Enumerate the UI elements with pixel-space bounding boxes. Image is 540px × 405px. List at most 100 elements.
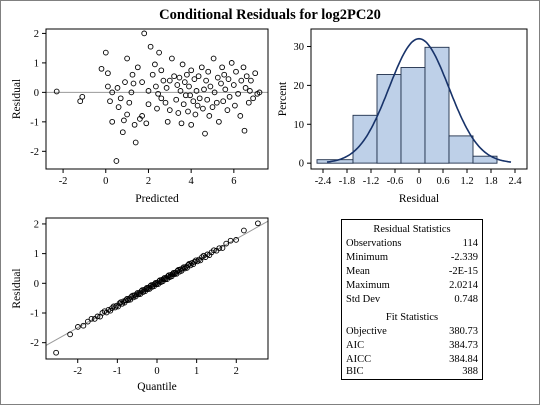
residual-point [221,71,228,78]
histogram-bar [424,46,450,164]
residual-point [237,113,244,119]
residual-point [155,90,161,97]
residual-point [139,113,145,119]
stat-row-objective: Objective 380.73 [346,326,478,338]
residual-point [187,92,193,99]
stat-row-minimum: Minimum -2.339 [346,252,478,264]
residual-point [166,77,173,84]
residual-point [173,96,180,103]
x-tick-label: 1 [194,366,199,377]
residual-point [162,99,169,106]
qq-point [197,257,204,264]
residual-point [211,89,218,96]
qq-point [84,318,91,325]
y-tick-label: 20 [294,81,305,92]
residual-point [113,158,120,164]
qq-point [75,324,81,330]
qq-point [191,258,198,265]
stat-value: 380.73 [449,326,478,337]
residual-statistics-heading: Residual Statistics [373,224,451,235]
residual-point [182,92,189,99]
residual-point [240,64,247,71]
residual-point [132,139,139,146]
residual-point [210,55,217,62]
y-tick-label: -2 [30,338,39,349]
stat-label: Std Dev [346,294,381,305]
residual-point [153,83,159,90]
residual-point [119,129,126,136]
stat-value: 384.73 [449,340,478,351]
residual-point [219,64,225,71]
qq-point [133,291,140,298]
normal-density-curve [326,37,512,163]
y-tick-label: 1 [34,58,39,69]
x-tick-label: -0.6 [387,176,404,187]
residual-point [109,118,116,125]
residual-point [243,73,250,80]
residual-point [235,90,241,97]
stat-label: AIC [346,340,365,351]
x-tick-label: -1 [113,366,122,377]
residual-point [79,93,86,100]
y-axis-title: Residual [11,79,23,119]
residual-point [198,64,205,71]
qq-point [67,331,73,338]
residual-point [224,107,231,113]
residual-point [220,98,227,105]
qq-point [227,237,234,244]
x-tick-label: 0 [154,366,159,377]
residual-point [252,70,259,77]
qq-point [115,303,121,310]
x-tick-label: 0 [103,176,108,187]
residual-point [204,96,211,103]
y-tick-label: -1 [30,308,39,319]
stat-label: AICC [346,354,372,365]
residual-point [149,71,156,78]
qq-point [211,247,217,254]
stat-label: Minimum [346,252,389,263]
residual-point [175,110,182,116]
residual-point [179,61,186,68]
stat-value: -2.339 [450,252,478,263]
residual-point [200,105,206,112]
stat-row-observations: Observations 114 [346,238,478,250]
stat-row-std-dev: Std Dev 0.748 [346,294,478,306]
x-axis-title: Predicted [135,193,179,205]
qq-point [53,349,59,356]
y-tick-label: 30 [294,42,305,53]
residual-point [206,113,213,119]
qq-point [88,315,95,322]
stat-label: BIC [346,366,364,377]
residual-point [238,77,245,84]
y-tick-label: 2 [34,219,39,230]
residual-point [145,88,152,94]
statistics-box: Residual Statistics Observations 114 Min… [341,219,483,380]
residual-point [121,117,127,124]
plot-frame [45,28,269,170]
residual-point [209,104,216,110]
residual-point [228,60,235,66]
residual-point [154,105,160,112]
residual-point [128,89,135,96]
stat-row-aicc: AICC 384.84 [346,354,478,366]
y-tick-label: 10 [294,120,305,131]
y-tick-label: 0 [34,279,39,290]
residual-point [218,80,224,87]
qq-point [117,299,124,306]
residual-point [185,108,191,115]
residual-point [147,43,154,50]
qq-point [223,240,230,247]
qq-point [169,271,176,277]
x-tick-label: -2 [59,176,68,187]
qq-point [124,296,130,302]
stat-value: 2.0214 [449,280,478,291]
residual-point [233,68,239,75]
residual-point [180,101,187,108]
residual-point [53,88,60,95]
residual-point [201,86,207,93]
residual-point [164,118,171,125]
residual-point [225,76,232,82]
y-tick-label: 0 [34,88,39,99]
residual-point [105,70,111,77]
